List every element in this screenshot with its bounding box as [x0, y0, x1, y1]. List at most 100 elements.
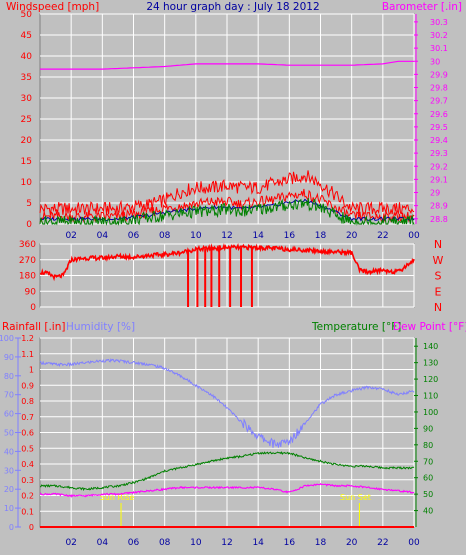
barometer-y-tick: 30.2	[430, 31, 448, 40]
x-tick-label: 14	[252, 538, 264, 548]
barometer-y-tick: 28.8	[430, 215, 448, 224]
x-tick-label: 22	[377, 538, 388, 548]
barometer-y-tick: 30	[430, 57, 440, 66]
x-tick-label: 18	[315, 231, 327, 241]
rain-y-tick: 0.1	[21, 507, 34, 516]
humidity-line	[39, 358, 415, 448]
rain-humidity-temperature-panel: 0 0.1 0.2 0.3 0.4 0.5 0.6 0.7 0.8 0.9 1 1.1 1.2 0 10 20…	[0, 334, 438, 548]
barometer-y-tick: 29.8	[430, 84, 448, 93]
wind-y-tick: 15	[21, 157, 32, 167]
direction-compass-letter: N	[434, 238, 442, 251]
direction-y-tick: 0	[30, 303, 36, 313]
temperature-y-tick: 90	[423, 424, 433, 433]
wind-y-tick: 10	[21, 178, 33, 188]
barometer-y-tick: 29.3	[430, 149, 448, 158]
direction-y-tick: 360	[19, 240, 36, 250]
barometer-y-tick: 29.5	[430, 123, 448, 132]
sunrise-label: Sun Rise	[100, 493, 135, 502]
x-tick-label: 00	[408, 231, 420, 241]
temperature-line	[40, 451, 415, 491]
barometer-y-tick: 28.9	[430, 202, 448, 211]
direction-compass-letter: S	[435, 270, 442, 283]
barometer-y-tick: 30.1	[430, 44, 448, 53]
sunset-label: Sun Set	[340, 493, 371, 502]
humidity-y-tick: 30	[4, 466, 14, 475]
humidity-y-tick: 20	[4, 485, 14, 494]
x-tick-label: 02	[65, 538, 76, 548]
barometer-y-tick: 29.1	[430, 175, 448, 184]
direction-compass-letter: E	[435, 285, 442, 298]
direction-compass-letter: W	[433, 254, 444, 267]
temperature-y-tick: 60	[423, 474, 433, 483]
x-tick-label: 16	[284, 231, 296, 241]
wind-y-tick: 5	[26, 199, 32, 209]
rain-y-tick: 0.6	[21, 429, 34, 438]
wind-y-tick: 40	[21, 52, 33, 62]
x-tick-label: 12	[221, 231, 232, 241]
x-tick-label: 10	[190, 231, 202, 241]
dewpoint-axis-label: Dew Point [°F]	[393, 321, 466, 333]
wind-barometer-panel: 0 5 10 15 20 25 30 35 40 45 50 28.8 28.9 29 29.1 29.2 29…	[21, 10, 448, 241]
humidity-y-tick: 0	[9, 523, 14, 532]
x-tick-label: 06	[128, 538, 140, 548]
barometer-y-tick: 29.9	[430, 70, 448, 79]
temperature-y-tick: 80	[423, 441, 433, 450]
humidity-y-tick: 80	[4, 372, 14, 381]
wind-y-tick: 35	[21, 73, 32, 83]
wind-y-tick: 45	[21, 31, 32, 41]
wind-low-line	[39, 197, 415, 226]
x-tick-label: 04	[97, 538, 109, 548]
rain-y-tick: 1.2	[21, 334, 34, 343]
rain-y-tick: 1.1	[21, 350, 34, 359]
x-tick-label: 22	[377, 231, 388, 241]
x-tick-label: 06	[128, 231, 140, 241]
barometer-axis-label: Barometer [.in]	[382, 1, 462, 13]
direction-y-tick: 270	[19, 256, 36, 266]
temperature-y-tick: 110	[423, 392, 438, 401]
barometer-y-tick: 29.4	[430, 136, 448, 145]
temperature-y-tick: 70	[423, 457, 433, 466]
x-tick-label: 18	[315, 538, 327, 548]
x-tick-label: 08	[159, 231, 171, 241]
x-tick-label: 14	[252, 231, 264, 241]
humidity-y-tick: 100	[0, 334, 14, 343]
rain-y-tick: 0	[29, 523, 34, 532]
wind-y-tick: 50	[21, 10, 33, 20]
wind-y-tick: 0	[26, 220, 32, 230]
rain-y-tick: 0.9	[21, 381, 34, 390]
barometer-y-tick: 29.7	[430, 97, 448, 106]
wind-speed-line	[39, 188, 415, 223]
direction-compass-letter: N	[434, 301, 442, 314]
humidity-y-tick: 40	[4, 447, 14, 456]
wind-direction-line	[39, 242, 415, 282]
temperature-y-tick: 100	[423, 408, 438, 417]
rain-y-tick: 0.3	[21, 476, 34, 485]
wind-y-tick: 20	[21, 136, 33, 146]
windspeed-axis-label: Windspeed [mph]	[6, 1, 99, 13]
rain-y-tick: 1	[29, 366, 34, 375]
rain-y-tick: 0.4	[21, 460, 34, 469]
rainfall-axis-label: Rainfall [.in]	[2, 321, 65, 333]
barometer-y-tick: 30.3	[430, 18, 448, 27]
humidity-y-tick: 50	[4, 429, 14, 438]
wind-y-tick: 30	[21, 94, 33, 104]
x-tick-label: 00	[408, 538, 420, 548]
x-tick-label: 08	[159, 538, 171, 548]
rain-y-tick: 0.2	[21, 492, 34, 501]
x-tick-label: 20	[346, 538, 358, 548]
humidity-y-tick: 70	[4, 391, 14, 400]
chart-title: 24 hour graph day : July 18 2012	[146, 1, 319, 13]
humidity-y-tick: 10	[4, 504, 14, 513]
barometer-y-tick: 29.2	[430, 162, 448, 171]
rain-y-tick: 0.7	[21, 413, 34, 422]
humidity-y-tick: 90	[4, 353, 14, 362]
wind-y-tick: 25	[21, 115, 32, 125]
x-tick-label: 04	[97, 231, 109, 241]
temperature-y-tick: 40	[423, 507, 433, 516]
temperature-y-tick: 50	[423, 490, 433, 499]
direction-y-tick: 90	[25, 287, 37, 297]
temperature-axis-label: Temperature [°F]	[311, 321, 401, 333]
